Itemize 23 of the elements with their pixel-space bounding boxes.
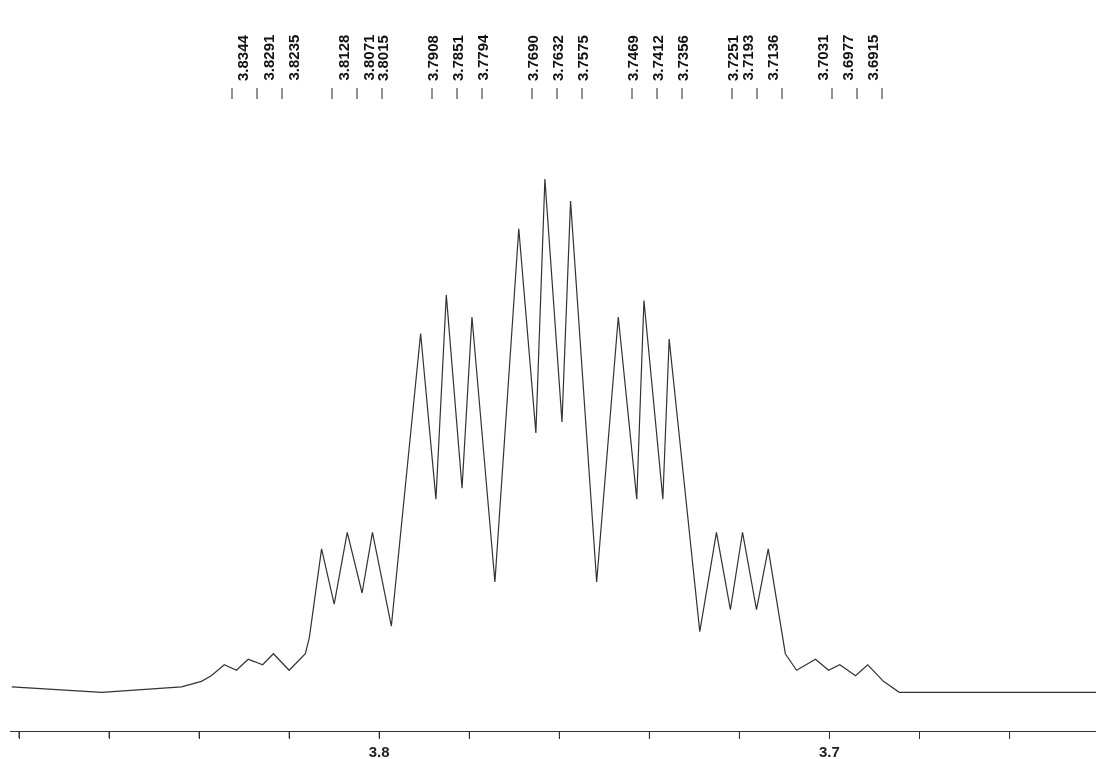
- text: 3.7690: [524, 35, 541, 81]
- text: 3.7136: [763, 34, 781, 81]
- text: 3.7356: [674, 35, 691, 81]
- text: 3.7031: [813, 34, 831, 81]
- text: 3.8235: [284, 34, 302, 81]
- text: 3.6915: [863, 34, 881, 81]
- text: 3.7908: [424, 35, 441, 81]
- text: 3.7575: [574, 35, 591, 81]
- text: 3.8128: [334, 34, 352, 81]
- text: 3.6977: [838, 34, 856, 81]
- text: 3.7794: [473, 33, 491, 81]
- x-tick-label: 3.8: [368, 743, 390, 759]
- text: 3.8015: [374, 35, 391, 81]
- text: 3.7251: [724, 35, 741, 81]
- text: 3.7412: [649, 35, 666, 81]
- text: 3.7851: [449, 35, 466, 81]
- x-tick-label: 3.7: [819, 743, 840, 759]
- text: 3.7469: [624, 35, 641, 81]
- text: 3.7632: [549, 35, 566, 81]
- text: 3.8344: [234, 34, 251, 81]
- text: 3.7193: [738, 34, 756, 81]
- text: 3.8071: [359, 34, 377, 81]
- text: 3.8291: [259, 34, 277, 81]
